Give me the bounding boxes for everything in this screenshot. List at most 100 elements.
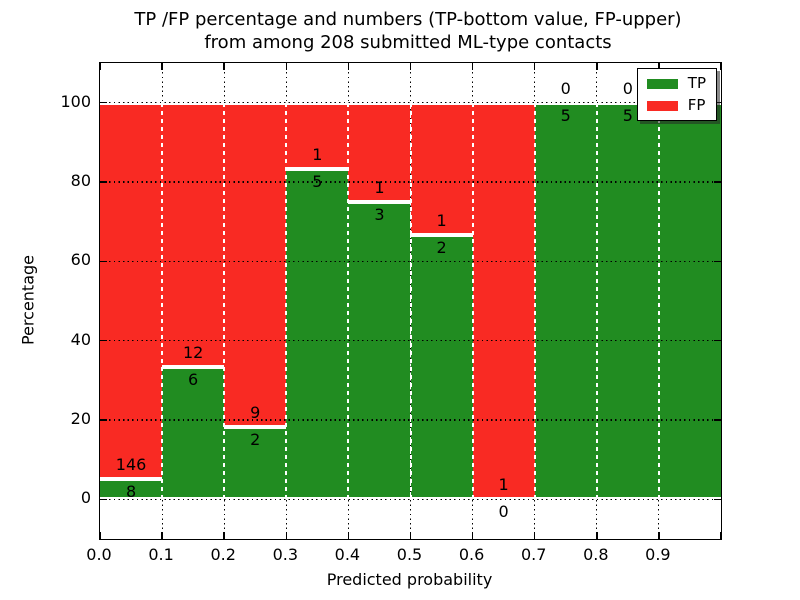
x-tick-label: 0.8 — [583, 545, 609, 564]
fp-count-label: 0 — [622, 78, 633, 98]
x-tick-mark — [471, 63, 474, 70]
x-tick-label: 0.6 — [458, 545, 485, 564]
bin-divider — [471, 102, 474, 500]
x-tick-mark — [99, 63, 101, 70]
x-tick-mark — [99, 532, 101, 539]
fp-count-label: 9 — [250, 403, 261, 423]
x-tick-mark — [409, 532, 412, 539]
bar-fp — [410, 102, 473, 235]
bin-divider — [285, 102, 288, 500]
x-tick-mark — [533, 63, 536, 70]
x-tick-label: 0.3 — [272, 545, 299, 564]
x-tick-label: 0.4 — [334, 545, 361, 564]
tp-count-label: 6 — [188, 370, 199, 390]
fp-count-label: 1 — [374, 177, 385, 197]
x-tick-mark — [223, 532, 225, 539]
chart-title-line1: TP /FP percentage and numbers (TP-bottom… — [134, 9, 682, 30]
x-tick-mark — [658, 532, 660, 539]
x-tick-mark — [347, 63, 350, 70]
y-tick-mark — [714, 260, 721, 263]
fp-count-label: 0 — [560, 78, 571, 98]
x-tick-label: 0.9 — [645, 545, 671, 564]
bar-tp — [100, 478, 163, 500]
bar-tp — [286, 168, 349, 500]
x-tick-mark — [471, 532, 474, 539]
x-axis-label: Predicted probability — [326, 570, 493, 589]
bin-divider — [347, 102, 350, 500]
fp-swatch-icon — [646, 100, 678, 111]
bin-divider — [595, 102, 598, 500]
y-tick-label: 60 — [70, 250, 91, 270]
bin-divider — [223, 102, 226, 500]
gridline-h — [100, 181, 721, 183]
x-tick-mark — [285, 532, 288, 539]
x-tick-mark — [658, 63, 660, 70]
legend-item-tp: TP — [646, 74, 706, 92]
bar-tp — [224, 427, 287, 500]
tp-count-label: 5 — [312, 171, 323, 191]
y-tick-label: 40 — [70, 329, 91, 349]
x-tick-mark — [596, 532, 598, 539]
bar-tp — [658, 102, 721, 500]
x-tick-label: 0.2 — [210, 545, 236, 564]
bar-fp — [472, 102, 535, 500]
tp-count-label: 8 — [125, 481, 137, 501]
y-tick-mark — [100, 260, 107, 263]
bar-tp — [162, 367, 225, 500]
x-tick-mark — [596, 63, 598, 70]
bin-divider — [533, 102, 536, 500]
x-tick-mark — [161, 532, 163, 539]
x-tick-mark — [285, 63, 288, 70]
y-tick-mark — [714, 498, 721, 501]
bin-divider — [409, 102, 412, 500]
legend-item-fp: FP — [646, 96, 706, 114]
fp-count-label: 1 — [312, 144, 323, 164]
y-tick-mark — [100, 419, 107, 421]
y-tick-mark — [714, 339, 721, 342]
fp-count-label: 1 — [436, 210, 447, 230]
y-tick-label: 100 — [60, 91, 91, 111]
y-tick-mark — [100, 339, 107, 342]
x-tick-mark — [533, 532, 536, 539]
gridline-h — [100, 102, 721, 104]
tp-count-label: 5 — [622, 105, 633, 125]
y-tick-mark — [100, 498, 107, 501]
bar-fp — [348, 102, 411, 202]
gridline-h — [100, 340, 721, 342]
legend-tp-label: TP — [687, 74, 706, 92]
tp-count-label: 0 — [498, 502, 509, 522]
fp-count-label: 12 — [182, 343, 204, 363]
plot-area: TP FP 14681269215131210050501 — [99, 62, 722, 540]
fp-count-label: 1 — [498, 475, 509, 495]
y-tick-label: 80 — [70, 171, 91, 190]
bar-tp — [348, 201, 411, 500]
x-tick-mark — [720, 532, 722, 539]
y-tick-label: 0 — [80, 488, 91, 508]
y-tick-mark — [100, 181, 107, 183]
y-axis-label: Percentage — [18, 255, 38, 346]
bin-divider — [161, 102, 164, 500]
y-tick-mark — [714, 101, 721, 104]
chart-title-line2: from among 208 submitted ML-type contact… — [204, 32, 612, 54]
x-tick-label: 0.1 — [148, 545, 174, 564]
gridline-h — [100, 498, 721, 500]
x-tick-mark — [409, 63, 412, 70]
bar-fp — [100, 102, 163, 479]
bar-tp — [410, 234, 473, 500]
x-tick-mark — [161, 63, 163, 70]
x-tick-label: 0.5 — [396, 545, 423, 564]
x-tick-mark — [223, 63, 225, 70]
bar-fp — [286, 102, 349, 169]
x-tick-label: 0.7 — [520, 545, 547, 564]
gridline-h — [100, 419, 721, 421]
tp-count-label: 3 — [374, 204, 385, 224]
x-tick-mark — [347, 532, 350, 539]
bar-fp — [162, 102, 225, 368]
chart-title: TP /FP percentage and numbers (TP-bottom… — [16, 8, 800, 55]
tp-count-label: 5 — [560, 105, 571, 125]
y-tick-mark — [714, 181, 721, 183]
legend-fp-label: FP — [687, 96, 706, 114]
bar-tp — [596, 102, 659, 500]
fp-count-label: 146 — [115, 454, 147, 474]
